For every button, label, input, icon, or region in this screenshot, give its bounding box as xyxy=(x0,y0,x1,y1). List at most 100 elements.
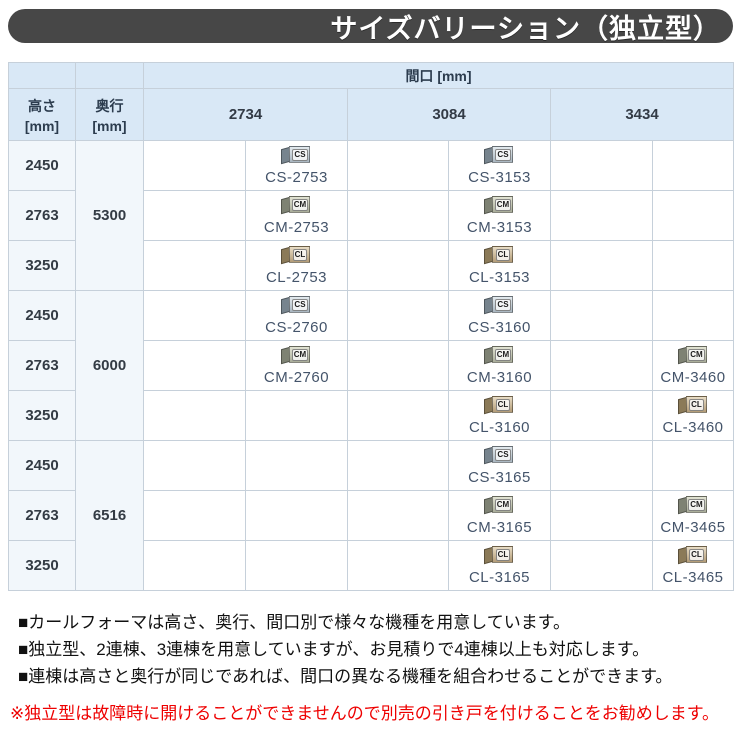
product-model: CM-3465 xyxy=(660,519,726,536)
depth-header-label: 奥行 xyxy=(95,97,124,114)
empty-cell xyxy=(143,290,246,341)
empty-cell xyxy=(143,140,246,191)
depth-cell: 6516 xyxy=(75,440,144,591)
product-model: CL-3460 xyxy=(662,419,724,436)
empty-cell xyxy=(347,240,449,291)
product-box-icon: CS xyxy=(484,294,514,315)
product-cell: CM CM-3465 xyxy=(652,490,734,541)
product-box-icon: CS xyxy=(484,144,514,165)
product-cell: CL CL-3160 xyxy=(448,390,551,441)
warning-note: ※独立型は故障時に開けることができませんので別売の引き戸を付けることをお勧めしま… xyxy=(10,704,720,723)
height-cell: 2763 xyxy=(8,340,76,391)
product-model: CM-3160 xyxy=(466,369,533,386)
empty-cell xyxy=(143,190,246,241)
page-title: サイズバリーション（独立型） xyxy=(330,13,721,44)
empty-cell xyxy=(347,440,449,491)
product-cell: CM CM-3165 xyxy=(448,490,551,541)
empty-product-cell xyxy=(652,290,734,341)
product-box-icon: CM xyxy=(484,194,514,215)
empty-product-cell xyxy=(245,490,348,541)
product-model: CL-3160 xyxy=(468,419,531,436)
note-item: ■連棟は高さと奥行が同じであれば、間口の異なる機種を組合わせることができます。 xyxy=(18,667,673,686)
product-cell: CM CM-2760 xyxy=(245,340,348,391)
product-cell: CL CL-3465 xyxy=(652,540,734,591)
empty-cell xyxy=(143,340,246,391)
height-cell: 3250 xyxy=(8,390,76,441)
empty-cell xyxy=(550,340,653,391)
product-model: CM-3153 xyxy=(466,219,533,236)
empty-product-cell xyxy=(652,240,734,291)
product-cell: CL CL-2753 xyxy=(245,240,348,291)
empty-cell xyxy=(347,390,449,441)
empty-cell xyxy=(347,490,449,541)
height-cell: 3250 xyxy=(8,540,76,591)
product-box-icon: CS xyxy=(281,294,311,315)
notes-block: ■カールフォーマは高さ、奥行、間口別で様々な機種を用意しています。 ■独立型、2… xyxy=(18,609,733,690)
product-model: CM-3165 xyxy=(466,519,533,536)
product-box-icon: CS xyxy=(484,444,514,465)
product-cell: CL CL-3165 xyxy=(448,540,551,591)
empty-cell xyxy=(550,490,653,541)
product-cell: CL CL-3153 xyxy=(448,240,551,291)
product-box-icon: CL xyxy=(677,394,708,415)
product-box-icon: CM xyxy=(281,194,311,215)
height-cell: 3250 xyxy=(8,240,76,291)
empty-product-cell xyxy=(245,390,348,441)
product-cell: CM CM-2753 xyxy=(245,190,348,241)
product-box-icon: CM xyxy=(281,344,311,365)
depth-header-unit: [mm] xyxy=(92,117,127,134)
height-cell: 2450 xyxy=(8,290,76,341)
empty-cell xyxy=(143,540,246,591)
product-model: CM-2760 xyxy=(263,369,330,386)
empty-cell xyxy=(550,290,653,341)
note-item: ■カールフォーマは高さ、奥行、間口別で様々な機種を用意しています。 xyxy=(18,613,571,632)
empty-product-cell xyxy=(245,440,348,491)
title-banner: サイズバリーション（独立型） xyxy=(8,9,733,44)
product-box-icon: CM xyxy=(484,494,514,515)
product-cell: CS CS-3165 xyxy=(448,440,551,491)
empty-cell xyxy=(550,440,653,491)
product-model: CM-2753 xyxy=(263,219,330,236)
height-header-label: 高さ xyxy=(28,97,56,114)
product-model: CS-2753 xyxy=(265,169,328,186)
height-cell: 2450 xyxy=(8,140,76,191)
product-box-icon: CL xyxy=(484,544,514,565)
product-model: CL-3465 xyxy=(662,569,724,586)
product-cell: CS CS-2753 xyxy=(245,140,348,191)
empty-cell xyxy=(347,340,449,391)
product-model: CL-3165 xyxy=(468,569,531,586)
empty-cell xyxy=(347,540,449,591)
width-header-3084: 3084 xyxy=(347,88,551,141)
empty-product-cell xyxy=(652,190,734,241)
product-box-icon: CS xyxy=(281,144,311,165)
height-cell: 2763 xyxy=(8,490,76,541)
note-item: ■独立型、2連棟、3連棟を用意していますが、お見積りで4連棟以上も対応します。 xyxy=(18,640,650,659)
height-cell: 2450 xyxy=(8,440,76,491)
corner-cell-depth xyxy=(75,62,144,89)
empty-cell xyxy=(347,290,449,341)
product-box-icon: CL xyxy=(677,544,708,565)
depth-cell: 6000 xyxy=(75,290,144,441)
corner-cell-height xyxy=(8,62,76,89)
product-cell: CM CM-3460 xyxy=(652,340,734,391)
empty-cell xyxy=(143,490,246,541)
empty-cell xyxy=(143,390,246,441)
empty-cell xyxy=(550,190,653,241)
empty-product-cell xyxy=(652,140,734,191)
empty-cell xyxy=(347,140,449,191)
product-box-icon: CM xyxy=(484,344,514,365)
empty-cell xyxy=(143,240,246,291)
product-model: CL-2753 xyxy=(265,269,328,286)
product-cell: CM CM-3153 xyxy=(448,190,551,241)
product-cell: CS CS-3153 xyxy=(448,140,551,191)
empty-cell xyxy=(550,140,653,191)
product-cell: CM CM-3160 xyxy=(448,340,551,391)
product-cell: CS CS-2760 xyxy=(245,290,348,341)
depth-cell: 5300 xyxy=(75,140,144,291)
product-cell: CL CL-3460 xyxy=(652,390,734,441)
width-group-header: 間口 [mm] xyxy=(143,62,734,89)
size-variation-table: 間口 [mm] 高さ [mm] 奥行 [mm] 2734 3084 3434 2… xyxy=(8,62,734,591)
product-model: CS-3160 xyxy=(468,319,531,336)
empty-cell xyxy=(347,190,449,241)
